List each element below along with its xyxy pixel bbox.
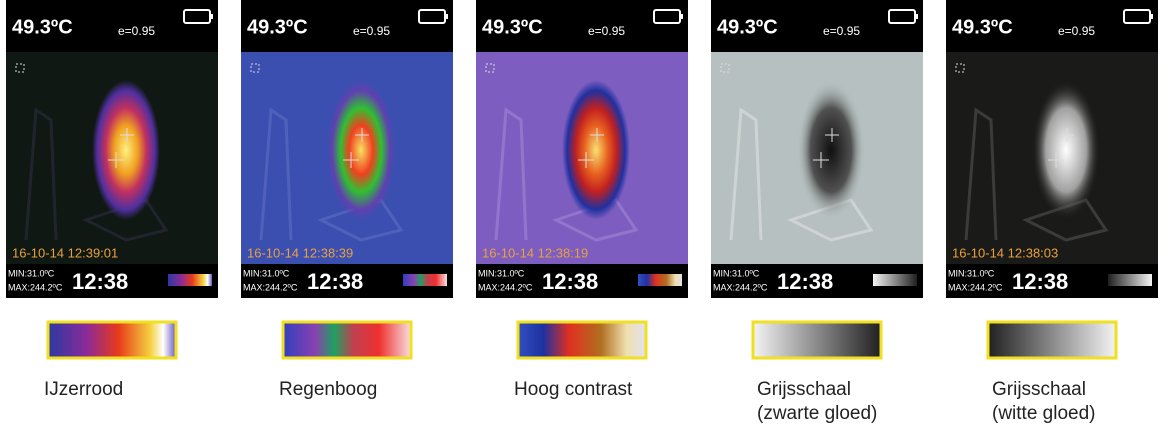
min-temp: MIN:31.0ºC — [8, 268, 55, 278]
clock: 12:38 — [542, 269, 598, 294]
thermal-screen: 49.3ºC e=0.95 16-10-14 12:38:03 MIN:31.0ºC M… — [946, 0, 1158, 424]
battery-tip — [445, 14, 448, 19]
palette-bar — [1108, 274, 1152, 286]
palette-bar — [873, 274, 917, 286]
palette-name: Regenboog — [279, 379, 377, 400]
palette-bar — [168, 274, 212, 286]
palette-swatch — [518, 322, 646, 358]
heat-blob — [1032, 80, 1100, 220]
max-temp: MAX:244.2ºC — [948, 282, 1003, 292]
thermal-screen: 49.3ºC e=0.95 16-10-14 12:39:01 MIN:31.0ºC M… — [6, 0, 218, 400]
heat-blob — [327, 80, 395, 220]
palette-bar — [403, 274, 447, 286]
emissivity: e=0.95 — [1058, 24, 1095, 38]
timestamp: 16-10-14 12:38:19 — [482, 245, 588, 260]
timestamp: 16-10-14 12:39:01 — [12, 245, 118, 260]
temperature: 49.3ºC — [952, 16, 1013, 38]
heat-blob — [562, 80, 630, 220]
palette-swatch — [753, 322, 881, 358]
clock: 12:38 — [1012, 269, 1068, 294]
min-temp: MIN:31.0ºC — [478, 268, 525, 278]
emissivity: e=0.95 — [823, 24, 860, 38]
emissivity: e=0.95 — [588, 24, 625, 38]
emissivity: e=0.95 — [118, 24, 155, 38]
min-temp: MIN:31.0ºC — [243, 268, 290, 278]
clock: 12:38 — [777, 269, 833, 294]
battery-tip — [915, 14, 918, 19]
palette-swatch — [48, 322, 176, 358]
thermal-screen: 49.3ºC e=0.95 16-10-14 12:38:19 MIN:31.0ºC M… — [476, 0, 688, 400]
max-temp: MAX:244.2ºC — [713, 282, 768, 292]
palette-name: IJzerrood — [44, 379, 123, 400]
timestamp: 16-10-14 12:38:39 — [247, 245, 353, 260]
battery-tip — [1150, 14, 1153, 19]
palette-swatch — [988, 322, 1116, 358]
palette-name: Hoog contrast — [514, 379, 633, 400]
battery-tip — [210, 14, 213, 19]
thermal-screen: 49.3ºC e=0.95 16-10-14 12:38:39 MIN:31.0ºC M… — [241, 0, 453, 400]
palette-name: (witte gloed) — [992, 403, 1096, 424]
temperature: 49.3ºC — [247, 16, 308, 38]
temperature: 49.3ºC — [717, 16, 778, 38]
max-temp: MAX:244.2ºC — [8, 282, 63, 292]
temperature: 49.3ºC — [12, 16, 73, 38]
max-temp: MAX:244.2ºC — [243, 282, 298, 292]
max-temp: MAX:244.2ºC — [478, 282, 533, 292]
clock: 12:38 — [307, 269, 363, 294]
palette-swatch — [283, 322, 411, 358]
thermal-screen: 49.3ºC e=0.95 MIN:31.0ºC MAX:244.2ºC 12:38 Gr… — [711, 0, 923, 424]
min-temp: MIN:31.0ºC — [948, 268, 995, 278]
manual-figure: 49.3ºC e=0.95 16-10-14 12:39:01 MIN:31.0ºC M… — [0, 0, 1170, 436]
temperature: 49.3ºC — [482, 16, 543, 38]
palette-name: (zwarte gloed) — [757, 403, 877, 424]
timestamp: 16-10-14 12:38:03 — [952, 245, 1058, 260]
heat-blob — [92, 80, 160, 220]
battery-tip — [680, 14, 683, 19]
palette-name: Grijsschaal — [757, 379, 851, 400]
clock: 12:38 — [72, 269, 128, 294]
heat-blob — [797, 80, 865, 220]
emissivity: e=0.95 — [353, 24, 390, 38]
palette-bar — [638, 274, 682, 286]
min-temp: MIN:31.0ºC — [713, 268, 760, 278]
palette-name: Grijsschaal — [992, 379, 1086, 400]
